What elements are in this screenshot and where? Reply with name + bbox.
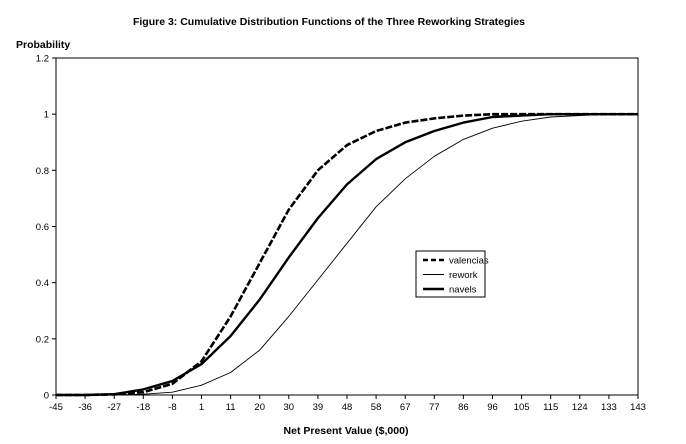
- x-tick-label: 96: [487, 402, 498, 413]
- x-tick-label: 30: [284, 402, 295, 413]
- x-tick-label: 39: [313, 402, 324, 413]
- series-line-valencias: [56, 112, 638, 397]
- series-line-rework: [56, 113, 638, 396]
- x-tick-label: 20: [254, 402, 265, 413]
- y-axis: 0 0.2 0.4 0.6 0.8 1 1.2: [36, 54, 56, 402]
- legend-label-valencias: valencias: [449, 256, 489, 267]
- y-tick-label: 1: [44, 110, 49, 121]
- y-tick-label: 0.8: [36, 166, 49, 177]
- x-tick-label: 115: [543, 402, 558, 413]
- series-line-navels: [56, 112, 638, 397]
- x-tick-label: -45: [49, 402, 63, 413]
- x-tick-label: 86: [458, 402, 469, 413]
- y-tick-label: 0.6: [36, 222, 49, 233]
- x-tick-label: -27: [107, 402, 121, 413]
- y-tick-label: 0: [44, 391, 49, 402]
- y-tick-label: 0.2: [36, 334, 49, 345]
- y-tick-label: 1.2: [36, 54, 49, 65]
- x-tick-label: 105: [514, 402, 530, 413]
- x-tick-label: 77: [429, 402, 440, 413]
- x-tick-label: 133: [601, 402, 617, 413]
- x-tick-label: 67: [400, 402, 411, 413]
- series-group: [56, 112, 638, 397]
- x-tick-label: 1: [199, 402, 204, 413]
- x-tick-label: -8: [168, 402, 176, 413]
- legend: valencias rework navels: [415, 250, 489, 298]
- legend-label-navels: navels: [449, 285, 477, 296]
- x-tick-label: 143: [630, 402, 646, 413]
- x-tick-label: -36: [78, 402, 92, 413]
- x-tick-label: 124: [572, 402, 588, 413]
- y-axis-title: Probability: [16, 39, 70, 51]
- x-axis-title: Net Present Value ($,000): [284, 425, 409, 437]
- y-tick-label: 0.4: [36, 278, 49, 289]
- x-tick-label: -18: [136, 402, 150, 413]
- x-tick-label: 48: [342, 402, 353, 413]
- plot-frame: [55, 57, 639, 396]
- chart-title: Figure 3: Cumulative Distribution Functi…: [133, 16, 525, 28]
- x-axis: -45 -36 -27 -18 -8 1 11 20 30 39 48 58 67 77 86 96 105 11…: [49, 395, 646, 413]
- legend-label-rework: rework: [449, 270, 478, 281]
- x-tick-label: 58: [371, 402, 382, 413]
- x-tick-label: 11: [226, 402, 236, 413]
